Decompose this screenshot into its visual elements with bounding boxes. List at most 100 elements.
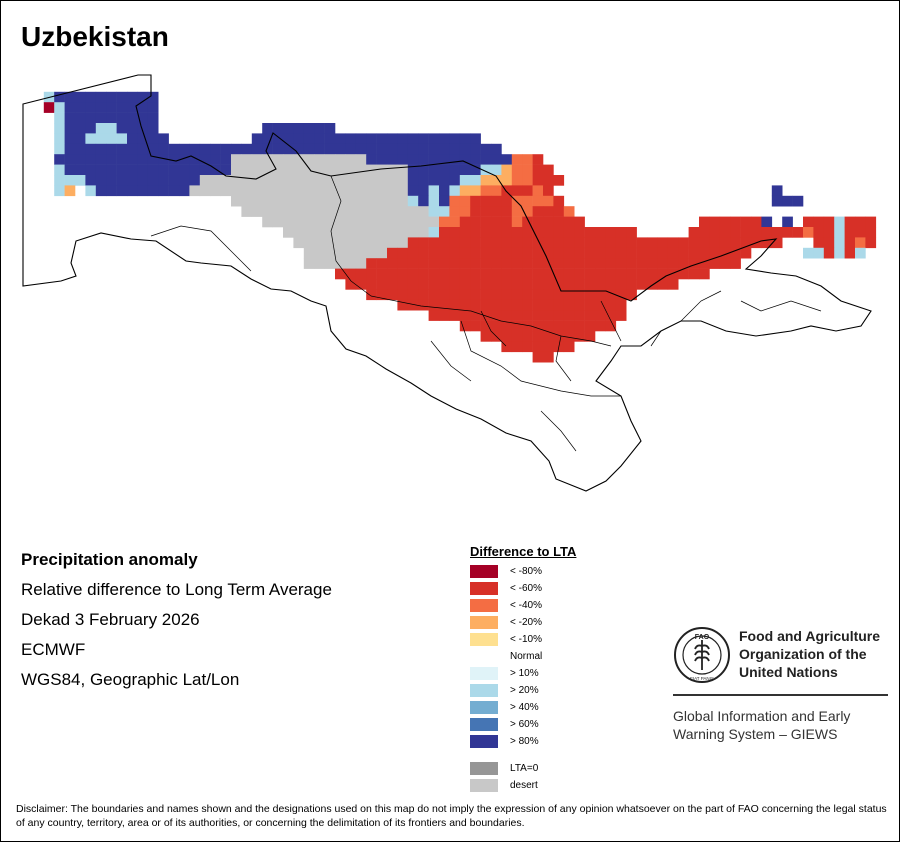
grid-cell [262, 195, 273, 207]
fao-logo-text: FAO [695, 634, 710, 641]
grid-cell [85, 154, 97, 165]
grid-cell [137, 91, 149, 103]
grid-cell [730, 216, 741, 228]
grid-cell [491, 310, 502, 321]
legend-swatch [470, 633, 498, 646]
grid-cell [719, 258, 731, 269]
grid-cell [543, 279, 554, 290]
grid-cell [719, 247, 731, 259]
grid-cell [428, 299, 440, 311]
grid-cell [283, 123, 294, 134]
grid-cell [459, 216, 471, 228]
grid-cell [636, 247, 648, 259]
grid-cell [387, 289, 398, 301]
grid-cell [314, 123, 325, 134]
grid-cell [647, 279, 658, 290]
grid-cell [480, 331, 492, 342]
grid-cell [147, 175, 159, 186]
grid-cell [95, 91, 107, 103]
grid-cell [615, 258, 627, 269]
grid-cell [314, 143, 325, 155]
grid-cell [158, 133, 169, 145]
grid-cell [127, 175, 138, 186]
grid-cell [179, 185, 190, 197]
grid-cell [844, 227, 856, 238]
grid-cell [459, 299, 471, 311]
info-period: Dekad 3 February 2026 [21, 610, 200, 629]
grid-cell [168, 185, 180, 197]
grid-cell [439, 299, 450, 311]
grid-cell [64, 91, 76, 103]
grid-cell [54, 175, 65, 186]
grid-cell [376, 206, 388, 217]
grid-cell [335, 195, 346, 207]
grid-cell [511, 331, 523, 342]
grid-cell [355, 154, 367, 165]
grid-cell [387, 216, 398, 228]
grid-cell [95, 164, 107, 176]
grid-cell [54, 112, 65, 124]
grid-cell [335, 143, 346, 155]
grid-cell [459, 320, 471, 332]
grid-cell [439, 289, 450, 301]
grid-cell [324, 175, 336, 186]
grid-cell [251, 175, 263, 186]
grid-cell [563, 216, 575, 228]
grid-cell [459, 154, 471, 165]
grid-cell [199, 175, 211, 186]
grid-cell [553, 331, 565, 342]
grid-cell [127, 143, 138, 155]
grid-cell [366, 216, 377, 228]
grid-cell [283, 175, 294, 186]
grid-cell [459, 227, 471, 238]
grid-cell [116, 164, 128, 176]
legend-label: < -10% [510, 634, 542, 645]
grid-cell [480, 237, 492, 249]
grid-cell [543, 195, 554, 207]
legend-label: LTA=0 [510, 763, 539, 774]
grid-cell [647, 237, 658, 249]
grid-cell [376, 237, 388, 249]
grid-cell [355, 175, 367, 186]
grid-cell [501, 237, 513, 249]
grid-cell [147, 185, 159, 197]
grid-cell [522, 185, 533, 197]
grid-cell [231, 185, 242, 197]
grid-cell [792, 227, 804, 238]
grid-cell [470, 206, 481, 217]
grid-cell [480, 195, 492, 207]
grid-cell [231, 143, 242, 155]
grid-cell [168, 154, 180, 165]
grid-cell [532, 351, 544, 363]
grid-cell [397, 216, 409, 228]
grid-cell [595, 258, 606, 269]
grid-cell [553, 299, 565, 311]
grid-cell [574, 299, 585, 311]
legend-label: > 80% [510, 736, 539, 747]
grid-cell [407, 227, 419, 238]
grid-cell [116, 133, 128, 145]
grid-cell [699, 247, 710, 259]
grid-cell [147, 123, 159, 134]
grid-cell [730, 227, 741, 238]
grid-cell [303, 195, 315, 207]
grid-cell [532, 268, 544, 280]
grid-cell [678, 258, 689, 269]
grid-cell [137, 143, 149, 155]
grid-cell [179, 143, 190, 155]
grid-cell [345, 247, 357, 259]
grid-cell [407, 268, 419, 280]
grid-cell [272, 164, 284, 176]
grid-cell [501, 331, 513, 342]
grid-cell [491, 320, 502, 332]
grid-cell [231, 195, 242, 207]
grid-cell [626, 227, 637, 238]
grid-cell [563, 299, 575, 311]
grid-cell [210, 164, 221, 176]
grid-cell [563, 320, 575, 332]
grid-cell [439, 133, 450, 145]
grid-cell [64, 133, 76, 145]
grid-cell [303, 185, 315, 197]
grid-cell [553, 227, 565, 238]
